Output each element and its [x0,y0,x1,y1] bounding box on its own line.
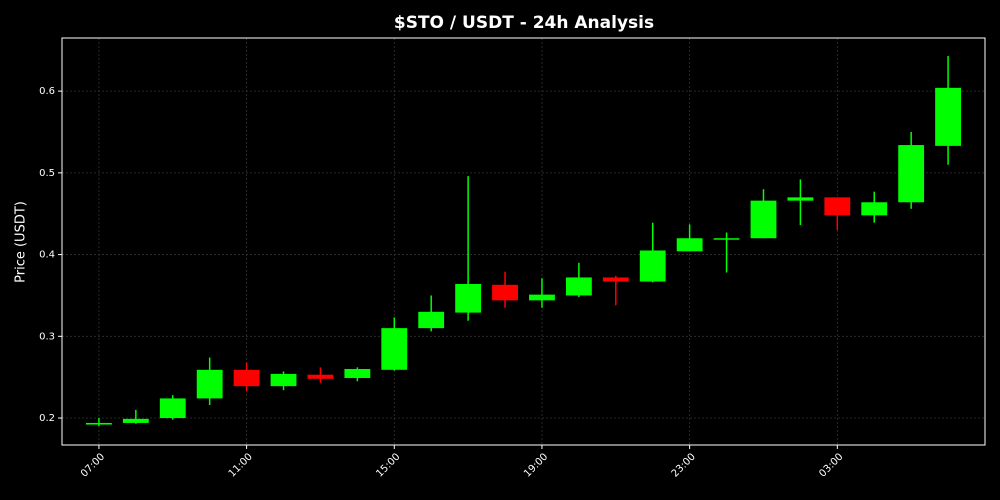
candle-body [418,311,445,329]
candle-body [787,197,814,201]
candle-body [344,368,371,378]
candle-body [639,250,666,282]
candle-body [492,284,518,301]
candle-body [381,328,408,370]
candle-body [159,398,186,419]
y-tick-label: 0.3 [39,331,55,342]
candle-body [122,418,149,423]
candle-body [861,202,888,216]
candle-body [270,373,297,387]
candle-body [676,238,703,252]
candle-body [824,197,851,216]
plot-frame [61,37,986,446]
y-tick-label: 0.6 [39,86,55,97]
candle-body [898,145,925,203]
candle-body [233,369,260,387]
candle-body [750,200,777,239]
y-tick-label: 0.4 [39,250,55,261]
candle-body [602,277,629,282]
chart-title: $STO / USDT - 24h Analysis [394,13,654,33]
candle-body [85,422,112,425]
y-axis-label: Price (USDT) [14,201,29,283]
candle-body [455,283,482,313]
candle-body [935,87,962,146]
candle-body [196,369,223,399]
candle-body [565,277,592,296]
candle-body [307,374,334,379]
y-tick-label: 0.2 [39,413,55,424]
candle-body [713,238,740,240]
y-tick-label: 0.5 [39,168,55,179]
candle-body [529,294,555,301]
